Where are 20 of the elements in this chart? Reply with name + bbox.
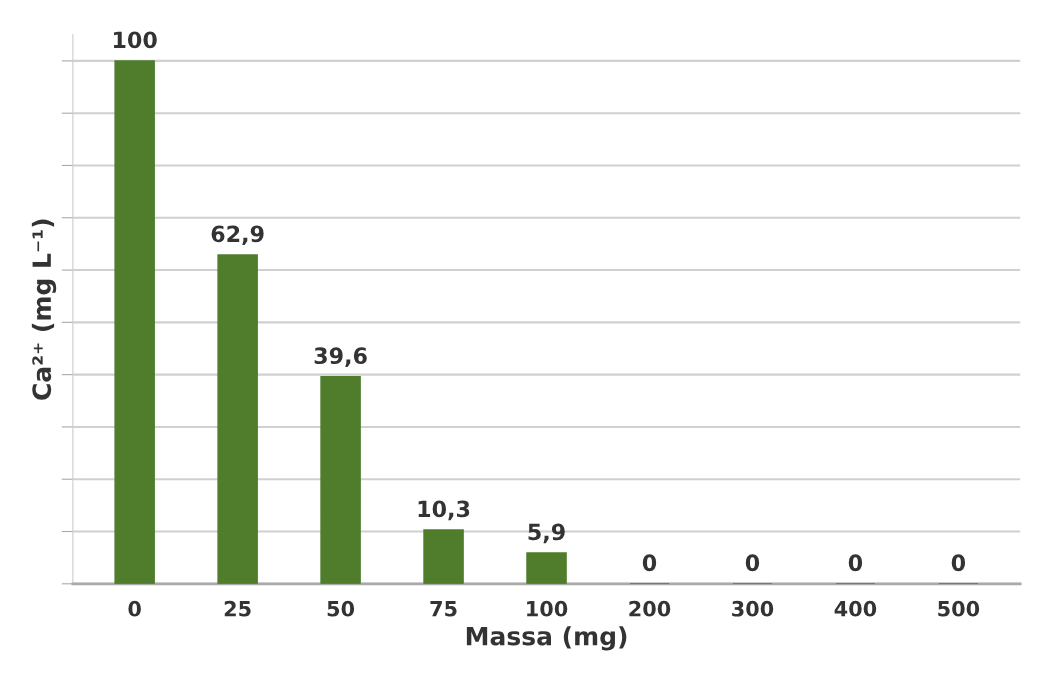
data-label: 0	[951, 554, 966, 572]
data-label: 39,6	[314, 347, 367, 367]
y-axis-title: Ca²⁺ (mg L⁻¹)	[31, 219, 57, 400]
data-label: 0	[848, 554, 863, 572]
data-label: 0	[745, 554, 760, 572]
x-tick-label: 300	[732, 600, 774, 617]
data-label: 5,9	[528, 523, 565, 544]
x-tick-label: 100	[527, 600, 568, 617]
data-label: 10,3	[418, 500, 470, 521]
data-label: 62,9	[211, 225, 264, 246]
x-tick-label: 200	[629, 600, 671, 617]
x-tick-label: 75	[430, 601, 457, 617]
x-tick-label: 0	[128, 600, 141, 617]
x-tick-label: 50	[327, 600, 355, 617]
x-tick-label: 500	[938, 600, 980, 617]
data-label: 100	[113, 31, 157, 49]
x-tick-label: 25	[224, 600, 251, 617]
x-tick-label: 400	[834, 600, 877, 617]
data-label: 0	[642, 554, 657, 572]
x-axis-title: Massa (mg)	[466, 626, 627, 651]
